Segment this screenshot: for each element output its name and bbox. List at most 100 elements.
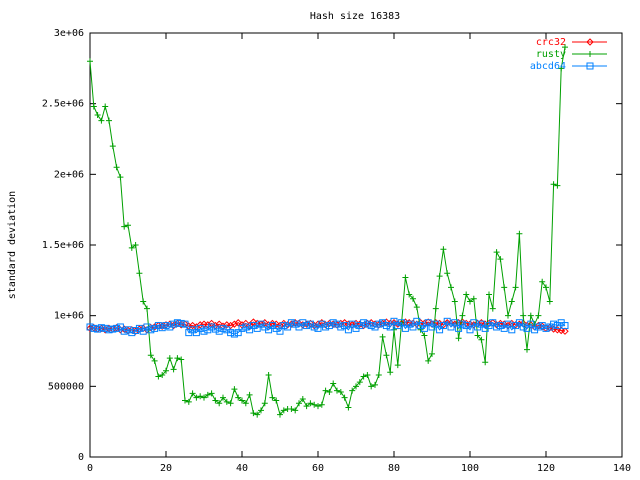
- data-point: [421, 332, 428, 339]
- data-point: [86, 323, 94, 331]
- data-point: [189, 390, 196, 397]
- y-tick-label: 1.5e+06: [42, 240, 84, 251]
- data-point: [230, 320, 239, 328]
- data-point: [249, 318, 258, 326]
- data-point: [558, 65, 565, 72]
- data-point: [121, 223, 128, 230]
- data-point: [367, 322, 375, 330]
- data-point: [326, 388, 333, 395]
- data-point: [448, 284, 454, 291]
- data-point: [311, 401, 318, 408]
- data-point: [265, 326, 273, 334]
- data-point: [523, 324, 531, 332]
- x-tick-label: 120: [537, 463, 555, 474]
- data-point: [174, 355, 181, 362]
- data-point: [508, 298, 515, 305]
- data-point: [238, 321, 246, 329]
- data-point: [310, 323, 318, 331]
- data-point: [474, 332, 481, 339]
- data-point: [292, 407, 299, 414]
- data-point: [420, 324, 428, 332]
- legend-label: abcd64: [530, 61, 566, 72]
- data-point: [170, 366, 177, 373]
- data-point: [197, 393, 204, 400]
- data-point: [132, 327, 140, 335]
- data-point: [470, 319, 478, 327]
- data-point: [459, 312, 466, 319]
- data-point: [151, 357, 158, 364]
- data-point: [216, 400, 223, 407]
- data-point: [500, 324, 508, 332]
- legend-marker: [586, 38, 594, 46]
- data-point: [425, 357, 432, 364]
- data-point: [201, 394, 207, 401]
- data-point: [277, 411, 283, 418]
- data-point: [90, 103, 97, 110]
- data-point: [128, 329, 136, 337]
- data-point: [406, 291, 413, 298]
- data-point: [534, 323, 542, 331]
- data-point: [451, 298, 458, 305]
- data-point: [250, 410, 257, 417]
- data-point: [158, 324, 166, 332]
- data-point: [147, 352, 154, 359]
- data-point: [527, 320, 535, 328]
- data-point: [505, 312, 511, 319]
- data-point: [429, 350, 435, 357]
- data-point: [387, 369, 394, 376]
- data-point: [120, 327, 128, 335]
- data-point: [440, 246, 447, 253]
- data-point: [296, 400, 302, 407]
- data-point: [200, 327, 208, 335]
- data-point: [219, 324, 227, 332]
- data-point: [553, 326, 562, 334]
- data-point: [497, 256, 504, 263]
- data-point: [193, 394, 200, 401]
- data-point: [562, 44, 568, 51]
- data-point: [113, 324, 121, 332]
- x-tick-label: 80: [388, 463, 400, 474]
- data-point: [486, 291, 492, 298]
- data-point: [409, 323, 417, 331]
- data-point: [113, 164, 120, 171]
- data-point: [162, 322, 170, 330]
- data-point: [455, 335, 462, 342]
- data-point: [451, 319, 459, 327]
- data-point: [455, 324, 463, 332]
- data-point: [550, 181, 557, 188]
- x-tick-label: 100: [461, 463, 479, 474]
- data-point: [394, 362, 401, 369]
- data-point: [159, 372, 166, 379]
- data-point: [561, 327, 569, 335]
- data-point: [318, 401, 325, 408]
- data-point: [504, 320, 512, 328]
- data-point: [386, 323, 394, 331]
- data-point: [178, 356, 185, 363]
- data-point: [253, 324, 261, 332]
- data-point: [185, 398, 192, 405]
- data-point: [276, 327, 284, 335]
- data-point: [163, 367, 169, 374]
- data-point: [102, 103, 109, 110]
- data-point: [280, 407, 287, 414]
- data-point: [436, 273, 443, 280]
- data-point: [192, 329, 200, 337]
- data-point: [539, 278, 546, 285]
- data-point: [330, 380, 337, 387]
- data-point: [375, 372, 382, 379]
- legend-label: rusty: [536, 49, 566, 60]
- data-point: [204, 391, 211, 398]
- data-point: [322, 387, 329, 394]
- data-point: [261, 400, 268, 407]
- data-point: [349, 387, 356, 394]
- data-point: [337, 388, 344, 395]
- data-point: [561, 322, 569, 330]
- data-point: [155, 373, 162, 380]
- data-point: [208, 323, 216, 331]
- data-point: [208, 390, 215, 397]
- data-point: [501, 284, 508, 291]
- data-point: [489, 305, 496, 312]
- data-point: [106, 117, 112, 124]
- data-point: [125, 222, 131, 229]
